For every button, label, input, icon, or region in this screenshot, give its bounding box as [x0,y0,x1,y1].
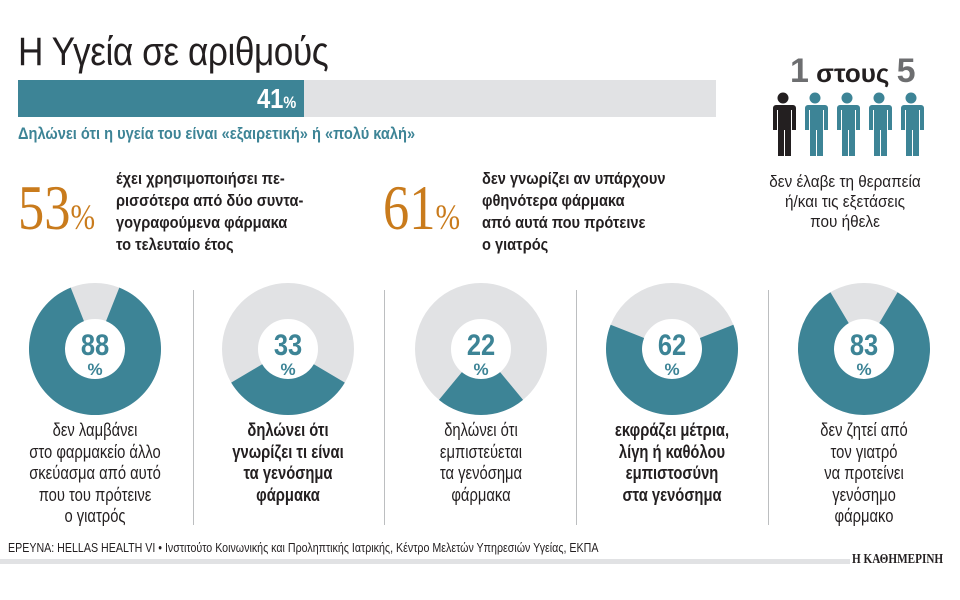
stat-number: 61 [383,172,436,243]
donut-caption: δηλώνει ότι εμπιστεύεται τα γενόσημα φάρμακ… [407,420,555,506]
stat-number: 53 [18,172,71,243]
publisher-logo: Η ΚΑΘΗΜΕΡΙΝΗ [852,552,944,567]
bar-unit: % [283,93,297,112]
stat-53-text: έχει χρησιμοποιήσει πε- ρισσότερα από δύ… [116,168,303,256]
caption-line: εμπιστοσύνη [625,463,719,483]
stat-61-value: 61% [383,176,460,249]
donut-caption: δηλώνει ότι γνωρίζει τι είναι τα γενόσημα φ… [214,420,362,506]
donut-88: 88 % [28,283,161,415]
caption-line: που του πρότεινε [38,484,152,505]
donut-value: 88 [81,328,109,361]
health-bar-value: 41% [257,83,296,115]
stat-line: φθηνότερα φάρμακα [482,191,625,210]
divider [384,290,385,525]
person-icon [837,92,860,156]
donut-segment [438,372,524,415]
donut-segment [231,364,345,415]
footer-rule [0,559,850,564]
caption-line: δεν λαμβάνει [52,420,138,440]
caption-line: σκεύασμα από αυτό [29,463,161,483]
caption-line: δηλώνει ότι [247,420,329,440]
donut-segment [606,324,738,415]
stat-line: ρισσότερα από δύο συντα- [116,191,304,210]
donut-value: 62 [658,328,686,361]
ratio-den: 5 [896,52,916,90]
person-icon [869,92,892,156]
ratio-heading: 1 στους 5 [790,52,916,91]
caption-line: να προτείνει [824,463,904,483]
donut-83: 83 % [798,283,930,415]
divider [768,290,769,525]
caption-line: φάρμακο [834,506,894,526]
stat-line: από αυτά που πρότεινε [482,213,646,232]
caption-line: εμπιστεύεται [439,441,523,462]
health-bar-fill: 41% [18,80,305,117]
stat-line: γογραφούμενα φάρμακα [116,213,288,232]
person-icon [901,92,924,156]
ratio-line: που ήθελε [810,212,880,231]
ratio-num: 1 [790,52,809,90]
donut-unit: % [87,360,102,379]
stat-line: ο γιατρός [482,235,549,254]
donut-value: 33 [274,328,302,361]
stat-unit: % [435,197,461,237]
caption-line: φάρμακα [256,484,320,505]
caption-line: εκφράζει μέτρια, [614,420,730,440]
caption-line: τα γενόσημα [243,463,333,483]
ratio-line: ή/και τις εξετάσεις [784,192,905,211]
page-title: Η Υγεία σε αριθμούς [18,30,329,74]
bar-number: 41 [256,83,284,114]
stat-53-value: 53% [18,176,95,249]
donut-caption: εκφράζει μέτρια, λίγη ή καθόλου εμπιστοσύν… [598,420,746,506]
donut-unit: % [856,360,871,379]
caption-line: τα γενόσημα [439,463,523,483]
donut-33: 33 % [222,283,354,415]
bar-caption: Δηλώνει ότι η υγεία του είναι «εξαιρετικ… [18,124,416,143]
caption-line: λίγη ή καθόλου [618,441,726,462]
person-icon [773,92,796,156]
caption-line: δεν ζητεί από [820,420,908,440]
caption-line: γνωρίζει τι είναι [232,441,344,462]
caption-line: στο φαρμακείο άλλο [29,441,161,462]
stat-line: έχει χρησιμοποιήσει πε- [116,169,285,188]
caption-line: τον γιατρό [830,441,898,462]
ratio-word: στους [816,58,890,88]
stat-unit: % [70,197,96,237]
ratio-caption: δεν έλαβε τη θεραπεία ή/και τις εξετάσει… [746,172,944,232]
caption-line: γενόσημο [832,484,896,505]
stat-61-text: δεν γνωρίζει αν υπάρχουν φθηνότερα φάρμα… [482,168,665,256]
people-icons [770,92,924,158]
person-icon [805,92,828,156]
donut-caption: δεν λαμβάνει στο φαρμακείο άλλο σκεύασμα α… [21,420,169,528]
donut-segment [28,287,161,415]
source-note: ΕΡΕΥΝΑ: HELLAS HEALTH VI • Ινστιτούτο Κο… [8,540,599,555]
stat-line: δεν γνωρίζει αν υπάρχουν [482,169,666,188]
stat-line: το τελευταίο έτος [116,235,234,254]
donut-unit: % [664,360,679,379]
caption-line: στα γενόσημα [622,484,722,505]
divider [576,290,577,525]
donut-unit: % [473,360,488,379]
donut-caption: δεν ζητεί από τον γιατρό να προτείνει γενόσ… [790,420,938,528]
caption-line: ο γιατρός [64,506,126,526]
ratio-line: δεν έλαβε τη θεραπεία [769,172,921,191]
donut-value: 83 [850,328,878,361]
divider [193,290,194,525]
donut-62: 62 % [606,283,738,415]
donut-segment [798,292,930,415]
donut-22: 22 % [415,283,547,415]
caption-line: δηλώνει ότι [444,420,518,440]
health-bar: 41% [18,80,716,117]
caption-line: φάρμακα [451,484,511,505]
donut-unit: % [280,360,295,379]
donut-value: 22 [467,328,495,361]
